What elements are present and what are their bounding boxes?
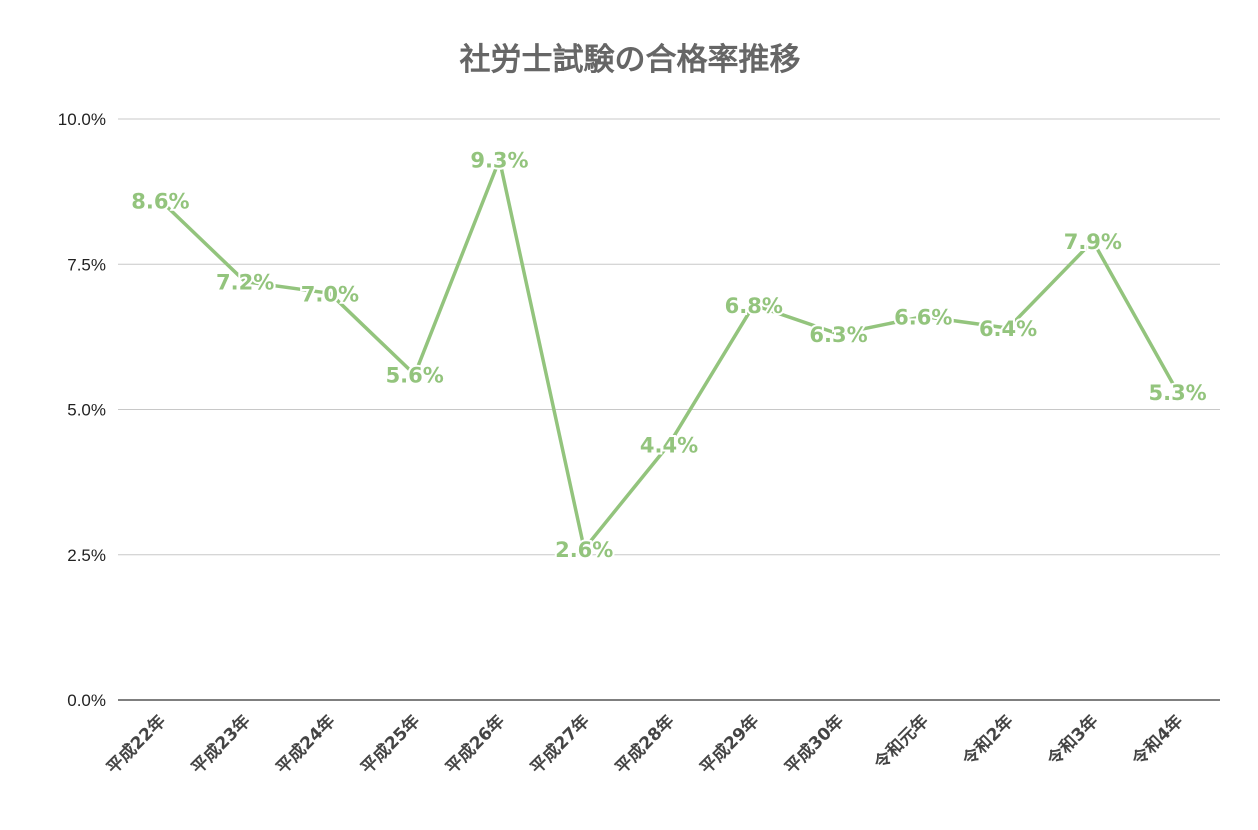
x-tick-label: 平成24年 [272, 711, 340, 779]
x-tick-label: 平成30年 [780, 711, 848, 779]
data-label: 6.4% [979, 317, 1037, 341]
data-label: 7.0% [301, 282, 359, 306]
x-tick-label: 令和元年 [870, 711, 933, 774]
x-tick-label: 平成22年 [102, 711, 170, 779]
series-line-path [159, 157, 1180, 551]
data-label: 6.3% [809, 323, 867, 347]
data-label: 6.8% [725, 294, 783, 318]
x-tick-label: 平成26年 [441, 711, 509, 779]
y-tick-label: 5.0% [67, 401, 106, 420]
x-axis: 平成22年 平成23年 平成24年 平成25年 平成26年 平成27年 平成28年 平成29年… [102, 711, 1187, 779]
y-axis: 0.0% 2.5% 5.0% 7.5% 10.0% [58, 110, 106, 710]
data-label: 4.4% [640, 433, 698, 457]
y-tick-label: 2.5% [67, 546, 106, 565]
y-tick-label: 7.5% [67, 255, 106, 274]
data-labels: 8.6% 7.2% 7.0% 5.6% 9.3% 2.6% 4.4% 6.8% 6.3% 6.6%… [129, 147, 1208, 564]
y-tick-label: 0.0% [67, 691, 106, 710]
data-label: 6.6% [894, 306, 952, 330]
data-label: 7.2% [216, 271, 274, 295]
x-tick-label: 平成28年 [611, 711, 679, 779]
data-label: 5.3% [1148, 381, 1206, 405]
data-label: 2.6% [555, 538, 613, 562]
series-line [159, 157, 1180, 551]
gridlines [118, 118, 1220, 701]
x-tick-label: 平成25年 [357, 711, 425, 779]
y-tick-label: 10.0% [58, 110, 106, 129]
x-tick-label: 令和4年 [1128, 711, 1187, 770]
chart-title: 社労士試験の合格率推移 [460, 42, 801, 78]
data-label: 7.9% [1064, 230, 1122, 254]
x-tick-label: 平成27年 [526, 711, 594, 779]
data-label: 9.3% [470, 149, 528, 173]
x-tick-label: 平成29年 [696, 711, 764, 779]
data-label: 5.6% [386, 364, 444, 388]
x-tick-label: 平成23年 [187, 711, 255, 779]
data-label: 8.6% [131, 189, 189, 213]
x-tick-label: 令和2年 [958, 711, 1017, 770]
x-tick-label: 令和3年 [1043, 711, 1102, 770]
